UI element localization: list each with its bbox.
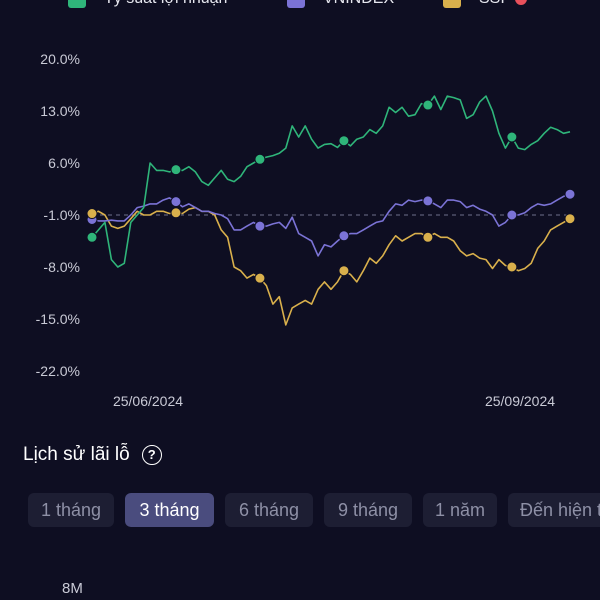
series-marker-point	[170, 164, 182, 176]
y-tick-label: 6.0%	[48, 155, 80, 171]
y-tick-label: -8.0%	[43, 259, 80, 275]
series-marker-point	[422, 231, 434, 243]
series-markers	[86, 99, 576, 284]
pnl-history-heading: Lịch sử lãi lỗ ?	[23, 444, 162, 466]
period-tabs: 1 tháng 3 tháng 6 tháng 9 tháng 1 năm Đế…	[28, 493, 600, 527]
tab-1-month[interactable]: 1 tháng	[28, 493, 114, 527]
y-tick-label: 13.0%	[40, 103, 80, 119]
series-lines	[91, 95, 571, 326]
series-marker-point	[254, 153, 266, 165]
series-marker-point	[564, 188, 576, 200]
tab-9-months[interactable]: 9 tháng	[324, 493, 412, 527]
series-marker-point	[422, 195, 434, 207]
tab-3-months[interactable]: 3 tháng	[125, 493, 214, 527]
x-tick-label: 25/06/2024	[113, 393, 183, 409]
pnl-axis-top-label: 8M	[62, 580, 83, 597]
legend-item-profit[interactable]: Tỷ suất lợi nhuận	[68, 0, 227, 8]
legend-label-vnindex: VNINDEX	[323, 0, 394, 8]
legend-swatch-ssi	[443, 0, 461, 8]
x-tick-label: 25/09/2024	[485, 393, 555, 409]
legend-item-ssi[interactable]: SSI	[443, 0, 527, 8]
legend-item-vnindex[interactable]: VNINDEX	[287, 0, 394, 8]
ssi-status-dot-icon	[514, 0, 527, 5]
tab-1-year[interactable]: 1 năm	[423, 493, 497, 527]
x-axis: 25/06/2024 25/09/2024	[113, 393, 555, 409]
y-tick-label: -22.0%	[36, 363, 80, 379]
legend-swatch-profit	[68, 0, 86, 8]
pnl-history-title: Lịch sử lãi lỗ	[23, 444, 130, 465]
series-marker-point	[422, 99, 434, 111]
series-marker-point	[338, 135, 350, 147]
legend-swatch-vnindex	[287, 0, 305, 8]
question-circle-icon[interactable]: ?	[141, 445, 162, 465]
y-tick-label: -15.0%	[36, 311, 80, 327]
tab-6-months[interactable]: 6 tháng	[225, 493, 313, 527]
y-tick-label: -1.0%	[43, 207, 80, 223]
series-marker-point	[86, 231, 98, 243]
series-marker-point	[86, 208, 98, 220]
series-marker-point	[170, 207, 182, 219]
y-tick-label: 20.0%	[40, 51, 80, 67]
performance-line-chart: 20.0% 13.0% 6.0% -1.0% -8.0% -15.0% -22.0% 25/…	[36, 51, 576, 409]
series-line-1	[91, 193, 571, 257]
legend-label-ssi: SSI	[479, 0, 505, 8]
tab-to-date[interactable]: Đến hiện tại	[508, 493, 600, 527]
series-marker-point	[338, 265, 350, 277]
series-marker-point	[254, 220, 266, 232]
series-marker-point	[506, 131, 518, 143]
series-marker-point	[564, 213, 576, 225]
series-marker-point	[338, 230, 350, 242]
y-axis: 20.0% 13.0% 6.0% -1.0% -8.0% -15.0% -22.0%	[36, 51, 80, 379]
legend-label-profit: Tỷ suất lợi nhuận	[104, 0, 227, 8]
series-marker-point	[506, 261, 518, 273]
series-marker-point	[506, 209, 518, 221]
series-line-0	[91, 95, 571, 268]
series-marker-point	[254, 272, 266, 284]
chart-legend: Tỷ suất lợi nhuận VNINDEX SSI	[0, 0, 600, 12]
series-marker-point	[170, 196, 182, 208]
